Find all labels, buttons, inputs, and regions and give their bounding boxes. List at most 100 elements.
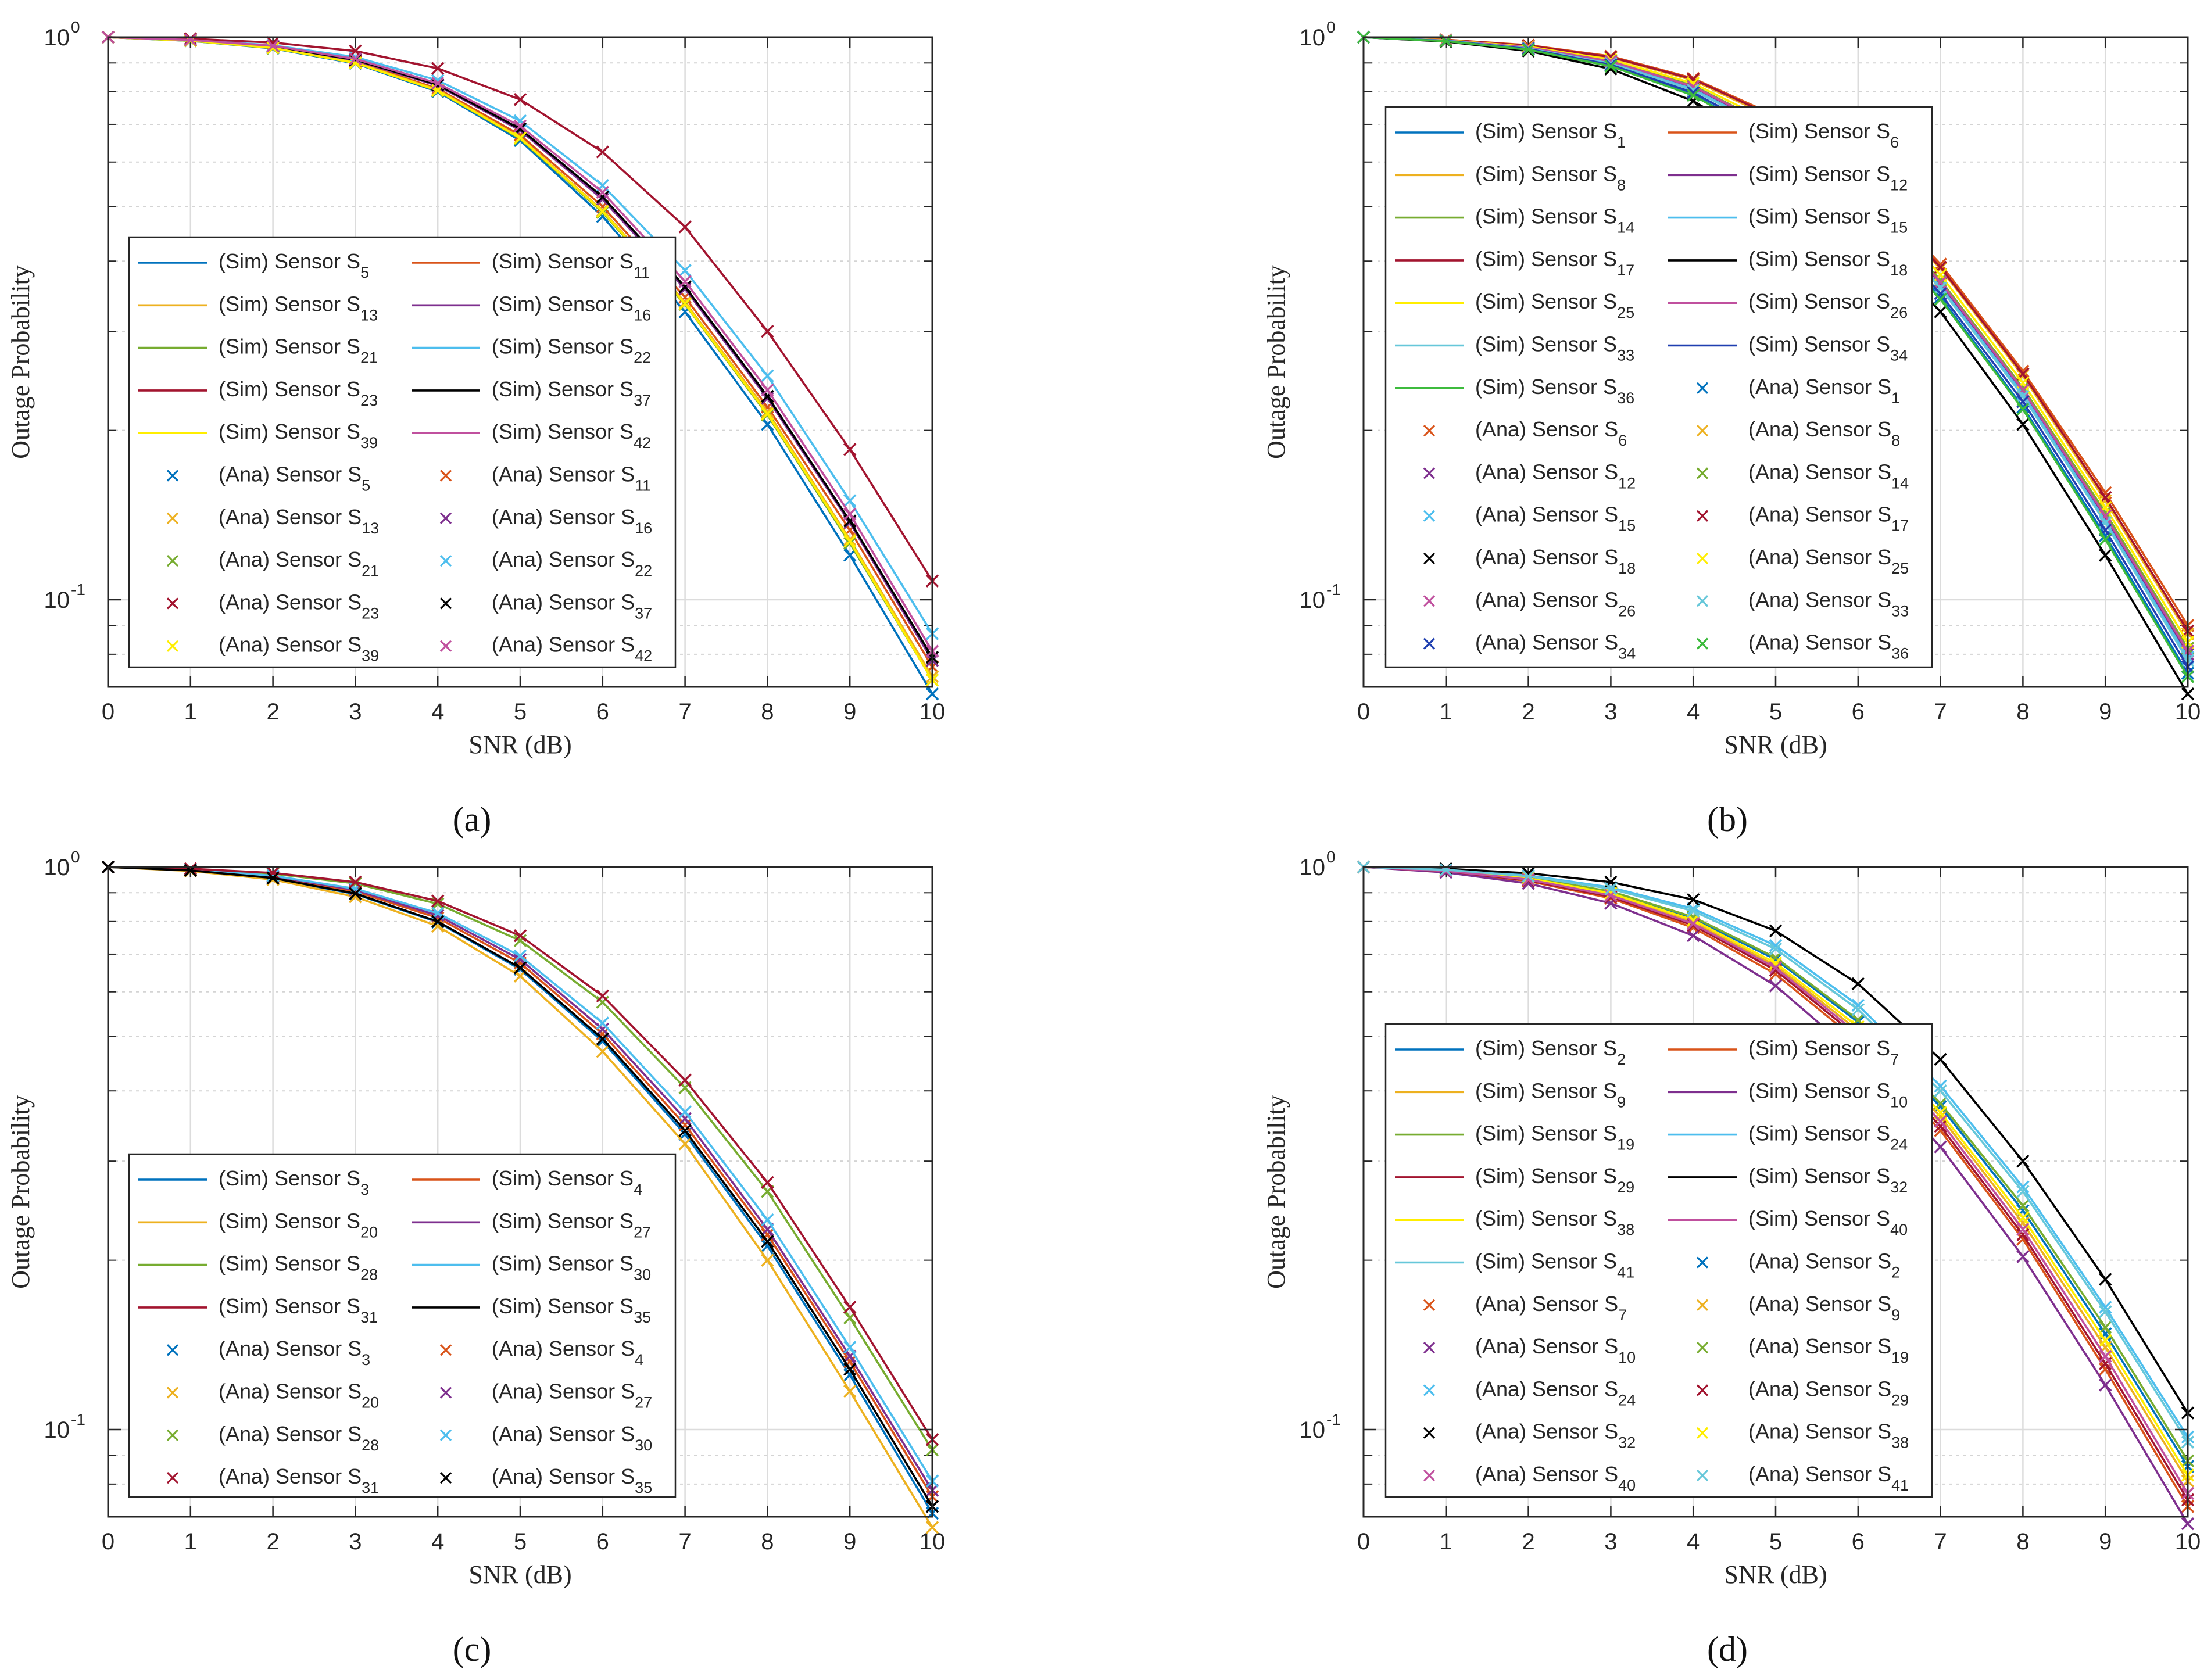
- legend-label-text: (Ana) Sensor S: [219, 1380, 362, 1403]
- legend-marker-sample: [1423, 552, 1436, 565]
- ana-marker-sensor-18: [2098, 549, 2112, 562]
- legend-label: (Sim) Sensor S3: [219, 1166, 369, 1198]
- legend-label-subscript: 2: [1891, 1264, 1900, 1281]
- legend-label-subscript: 41: [1617, 1264, 1634, 1281]
- legend-label: (Ana) Sensor S38: [1748, 1420, 1909, 1452]
- legend-item-ana-sensor-12: (Ana) Sensor S12: [1423, 460, 1636, 492]
- y-tick-label: 10: [1300, 1417, 1326, 1443]
- x-tick-label: 1: [184, 699, 197, 725]
- legend-item-ana-sensor-32: (Ana) Sensor S32: [1423, 1420, 1636, 1452]
- legend-label-subscript: 19: [1891, 1349, 1909, 1366]
- x-tick-label: 0: [1357, 1529, 1370, 1554]
- legend-label-text: (Ana) Sensor S: [492, 463, 635, 486]
- legend-label-text: (Ana) Sensor S: [1748, 503, 1891, 526]
- ana-marker-sensor-36: [1604, 59, 1618, 73]
- legend-label: (Sim) Sensor S36: [1475, 375, 1634, 407]
- legend-label-subscript: 13: [360, 306, 378, 324]
- legend-item-ana-sensor-18: (Ana) Sensor S18: [1423, 545, 1636, 577]
- y-tick-label: 10: [1300, 25, 1326, 51]
- legend-label: (Ana) Sensor S29: [1748, 1377, 1909, 1409]
- legend: (Sim) Sensor S3 (Sim) Sensor S4(Sim) Sens…: [128, 1153, 677, 1498]
- legend-label: (Ana) Sensor S7: [1475, 1292, 1627, 1324]
- legend-label-text: (Sim) Sensor S: [219, 377, 360, 401]
- legend-label: (Ana) Sensor S10: [1475, 1334, 1636, 1366]
- legend-item-ana-sensor-2: (Ana) Sensor S2: [1696, 1249, 1900, 1281]
- legend-item-sim-sensor-15: (Sim) Sensor S15: [1668, 205, 1908, 237]
- legend-label: (Sim) Sensor S16: [492, 292, 651, 324]
- legend-label-text: (Sim) Sensor S: [219, 1294, 360, 1318]
- ana-marker-sensor-40: [2098, 1349, 2112, 1363]
- legend-marker-sample: [1423, 595, 1436, 607]
- ana-marker-sensor-24: [1769, 938, 1783, 952]
- x-tick-label: 4: [431, 699, 444, 725]
- legend-label-text: (Sim) Sensor S: [219, 1209, 360, 1233]
- legend-label: (Ana) Sensor S19: [1748, 1334, 1909, 1366]
- legend-label-text: (Sim) Sensor S: [492, 292, 634, 316]
- ana-marker-sensor-41: [1686, 904, 1700, 918]
- legend-label-subscript: 33: [1617, 347, 1634, 364]
- ana-marker-sensor-19: [2016, 1199, 2030, 1213]
- legend-label-subscript: 21: [360, 349, 378, 367]
- legend-label-text: (Ana) Sensor S: [1748, 417, 1891, 441]
- ana-marker-sensor-35: [678, 1124, 692, 1137]
- legend-label: (Sim) Sensor S6: [1748, 119, 1899, 151]
- legend-label-subscript: 38: [1891, 1434, 1909, 1452]
- legend-item-ana-sensor-35: (Ana) Sensor S35: [439, 1464, 652, 1496]
- legend-marker-sample: [439, 554, 452, 567]
- ana-marker-sensor-38: [2016, 1211, 2030, 1224]
- legend-label-subscript: 27: [635, 1394, 652, 1412]
- legend-label: (Ana) Sensor S13: [219, 505, 379, 537]
- legend-item-sim-sensor-9: (Sim) Sensor S9: [1395, 1079, 1626, 1111]
- ana-marker-sensor-31: [184, 862, 198, 876]
- legend-label-text: (Ana) Sensor S: [1475, 631, 1618, 654]
- x-tick-label: 0: [102, 1529, 115, 1554]
- legend-label: (Sim) Sensor S25: [1475, 289, 1634, 321]
- legend-marker-sample: [1696, 595, 1709, 607]
- legend-label: (Ana) Sensor S16: [492, 505, 652, 537]
- legend-marker-sample: [1423, 1384, 1436, 1396]
- panel-caption: (b): [1707, 800, 1748, 839]
- x-tick-label: 9: [2099, 1529, 2112, 1554]
- legend-marker-sample: [166, 597, 179, 610]
- legend-label-text: (Sim) Sensor S: [1748, 1164, 1890, 1188]
- legend-label-text: (Sim) Sensor S: [492, 249, 634, 273]
- legend-label-text: (Ana) Sensor S: [1748, 460, 1891, 483]
- legend-label-subscript: 29: [1617, 1178, 1634, 1196]
- ana-marker-sensor-20: [596, 1045, 610, 1058]
- legend-label-subscript: 22: [634, 349, 651, 367]
- legend-marker-sample: [1696, 467, 1709, 479]
- legend-label-subscript: 6: [1890, 134, 1899, 151]
- ana-marker-sensor-28: [513, 934, 527, 947]
- legend-label-subscript: 27: [634, 1223, 651, 1241]
- legend-item-sim-sensor-42: (Sim) Sensor S42: [412, 420, 651, 452]
- legend-label-text: (Ana) Sensor S: [219, 633, 362, 657]
- x-tick-label: 4: [1687, 1529, 1700, 1554]
- axes-box: [1362, 36, 2189, 688]
- legend-label-subscript: 42: [634, 434, 651, 452]
- ana-marker-sensor-31: [596, 989, 610, 1003]
- x-tick-label: 4: [1687, 699, 1700, 725]
- legend-marker-sample: [439, 1344, 452, 1356]
- legend-box: [128, 236, 677, 668]
- legend-label-text: (Ana) Sensor S: [492, 1464, 635, 1488]
- legend-label: (Ana) Sensor S36: [1748, 631, 1909, 662]
- legend-item-ana-sensor-23: (Ana) Sensor S23: [166, 590, 379, 622]
- legend-label: (Sim) Sensor S20: [219, 1209, 378, 1241]
- legend-marker-sample: [166, 1471, 179, 1484]
- legend-label-text: (Ana) Sensor S: [1475, 1292, 1618, 1316]
- legend-label: (Sim) Sensor S5: [219, 249, 369, 281]
- legend-label-text: (Ana) Sensor S: [1475, 588, 1618, 611]
- legend-label-subscript: 37: [634, 392, 651, 409]
- legend-label-text: (Sim) Sensor S: [1748, 119, 1890, 143]
- legend-label-subscript: 40: [1618, 1477, 1636, 1494]
- legend-label-subscript: 15: [1618, 517, 1636, 535]
- legend-item-ana-sensor-34: (Ana) Sensor S34: [1423, 631, 1636, 662]
- ana-marker-sensor-36: [1934, 292, 1947, 306]
- legend-label-text: (Sim) Sensor S: [1475, 1036, 1617, 1060]
- legend-label-subscript: 11: [634, 264, 650, 281]
- legend-label-text: (Ana) Sensor S: [1475, 503, 1618, 526]
- legend-label: (Ana) Sensor S11: [492, 463, 651, 495]
- legend-item-sim-sensor-14: (Sim) Sensor S14: [1395, 205, 1634, 237]
